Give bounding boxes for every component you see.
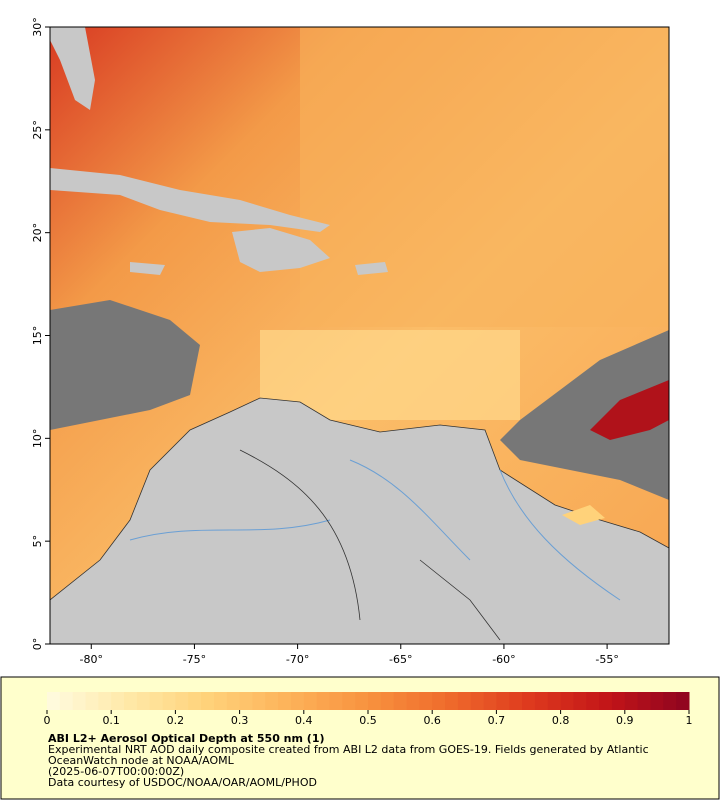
colorbar-tick-label: 1 <box>686 714 693 727</box>
colorbar-bin <box>406 692 420 710</box>
colorbar-bin <box>72 692 87 710</box>
colorbar-tick-label: 0.8 <box>552 714 570 727</box>
colorbar-bin <box>175 692 189 710</box>
colorbar-bin <box>47 692 61 710</box>
colorbar-bin <box>265 692 279 710</box>
colorbar-tick-label: 0.1 <box>102 714 120 727</box>
x-tick-label: -80° <box>80 653 103 666</box>
colorbar-bin <box>586 692 600 710</box>
colorbar-bin <box>124 692 138 710</box>
colorbar-bin <box>368 692 382 710</box>
colorbar-bin <box>419 692 433 710</box>
caption-line: Experimental NRT AOD daily composite cre… <box>48 743 649 756</box>
colorbar-tick-label: 0.7 <box>488 714 506 727</box>
colorbar-bin <box>59 692 74 710</box>
y-tick-label: 5° <box>31 535 44 548</box>
caption-title: ABI L2+ Aerosol Optical Depth at 550 nm … <box>48 732 325 745</box>
colorbar-bin <box>637 692 651 710</box>
colorbar-bin <box>278 692 292 710</box>
x-tick-label: -75° <box>183 653 206 666</box>
x-tick-label: -60° <box>492 653 515 666</box>
colorbar-tick-label: 0.2 <box>167 714 185 727</box>
colorbar-bin <box>483 692 497 710</box>
colorbar-bin <box>522 692 536 710</box>
colorbar-bin <box>393 692 408 710</box>
colorbar-tick-label: 0.9 <box>616 714 634 727</box>
colorbar-bin <box>457 692 472 710</box>
colorbar-tick-label: 0.3 <box>231 714 249 727</box>
colorbar-bin <box>329 692 343 710</box>
colorbar-bin <box>149 692 164 710</box>
x-tick-label: -65° <box>389 653 412 666</box>
colorbar-bin <box>432 692 446 710</box>
colorbar-bin <box>573 692 587 710</box>
colorbar-bin <box>85 692 99 710</box>
colorbar-bin <box>252 692 266 710</box>
colorbar-bin <box>316 692 330 710</box>
colorbar-bin <box>111 692 125 710</box>
colorbar-bin <box>380 692 395 710</box>
colorbar-tick-label: 0.5 <box>359 714 377 727</box>
y-tick-label: 30° <box>31 17 44 37</box>
x-tick-label: -70° <box>286 653 309 666</box>
colorbar-bin <box>676 692 690 710</box>
colorbar-bin <box>201 692 215 710</box>
colorbar-bin <box>534 692 549 710</box>
colorbar-bin <box>226 692 241 710</box>
colorbar-bin <box>355 692 369 710</box>
y-tick-label: 15° <box>31 326 44 346</box>
colorbar-bin <box>599 692 613 710</box>
colorbar-bin <box>496 692 510 710</box>
map-image <box>49 27 670 645</box>
colorbar-bin <box>509 692 523 710</box>
colorbar-bin <box>290 692 305 710</box>
colorbar-bin <box>611 692 626 710</box>
colorbar-bin <box>188 692 202 710</box>
colorbar-bin <box>663 692 677 710</box>
colorbar-bin <box>213 692 228 710</box>
x-tick-label: -55° <box>595 653 618 666</box>
caption-line: (2025-06-07T00:00:00Z) <box>48 765 184 778</box>
y-tick-label: 20° <box>31 223 44 243</box>
colorbar-bin <box>98 692 112 710</box>
colorbar-bin <box>162 692 176 710</box>
colorbar-bin <box>560 692 574 710</box>
colorbar-tick-label: 0 <box>44 714 51 727</box>
caption-line: Data courtesy of USDOC/NOAA/OAR/AOML/PHO… <box>48 776 317 789</box>
colorbar-bin <box>136 692 151 710</box>
colorbar-bin <box>342 692 356 710</box>
colorbar-bin <box>624 692 639 710</box>
colorbar-bin <box>303 692 318 710</box>
colorbar-tick-label: 0.4 <box>295 714 313 727</box>
y-tick-label: 0° <box>31 638 44 651</box>
colorbar-bin <box>650 692 664 710</box>
colorbar-bin <box>547 692 562 710</box>
colorbar-bin <box>470 692 485 710</box>
colorbar-tick-label: 0.6 <box>423 714 441 727</box>
y-tick-label: 10° <box>31 429 44 449</box>
colorbar-bin <box>445 692 459 710</box>
y-tick-label: 25° <box>31 120 44 140</box>
caption-line: OceanWatch node at NOAA/AOML <box>48 754 235 767</box>
colorbar-bin <box>239 692 253 710</box>
